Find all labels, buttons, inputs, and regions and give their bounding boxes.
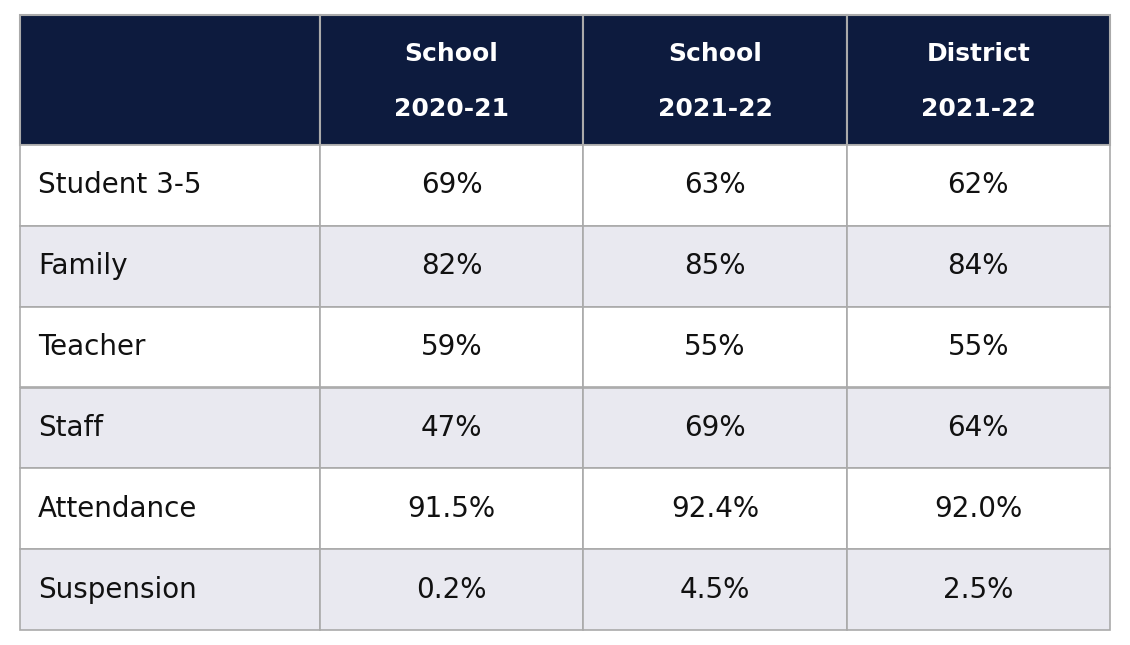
Text: 55%: 55% [948,333,1009,361]
Bar [583,226,846,306]
Bar [583,468,846,549]
Text: 2020-21: 2020-21 [394,97,510,121]
Text: 69%: 69% [420,172,483,199]
Text: Staff: Staff [38,414,103,442]
Text: 2.5%: 2.5% [944,575,1014,604]
Text: Family: Family [38,252,128,280]
Text: School: School [405,42,498,66]
Bar [320,468,583,549]
Bar [320,388,583,468]
Text: 2021-22: 2021-22 [921,97,1036,121]
Text: School: School [668,42,762,66]
Text: 0.2%: 0.2% [417,575,487,604]
Text: 2021-22: 2021-22 [658,97,773,121]
Bar [20,388,320,468]
Text: 92.0%: 92.0% [935,495,1023,522]
Bar [583,306,846,388]
Text: 84%: 84% [948,252,1009,280]
Bar [846,15,1110,145]
Bar [846,468,1110,549]
Text: 85%: 85% [685,252,746,280]
Bar [320,15,583,145]
Text: Student 3-5: Student 3-5 [38,172,201,199]
Bar [583,145,846,226]
Bar [846,388,1110,468]
Text: 55%: 55% [685,333,746,361]
Bar [583,15,846,145]
Text: 82%: 82% [420,252,483,280]
Bar [20,549,320,630]
Bar [320,145,583,226]
Bar [320,226,583,306]
Text: 63%: 63% [684,172,746,199]
Bar [846,226,1110,306]
Text: 59%: 59% [420,333,483,361]
Text: 62%: 62% [948,172,1009,199]
Bar [320,306,583,388]
Bar [20,226,320,306]
Text: 92.4%: 92.4% [671,495,759,522]
Text: Suspension: Suspension [38,575,197,604]
Bar [846,549,1110,630]
Text: 4.5%: 4.5% [680,575,750,604]
Bar [20,306,320,388]
Text: 91.5%: 91.5% [408,495,496,522]
Text: 47%: 47% [420,414,483,442]
Text: District: District [927,42,1031,66]
Bar [583,549,846,630]
Text: 69%: 69% [684,414,746,442]
Text: Teacher: Teacher [38,333,146,361]
Text: Attendance: Attendance [38,495,198,522]
Bar [320,549,583,630]
Bar [846,145,1110,226]
Bar [20,468,320,549]
Bar [846,306,1110,388]
Text: 64%: 64% [948,414,1009,442]
Bar [20,15,320,145]
Bar [583,388,846,468]
Bar [20,145,320,226]
